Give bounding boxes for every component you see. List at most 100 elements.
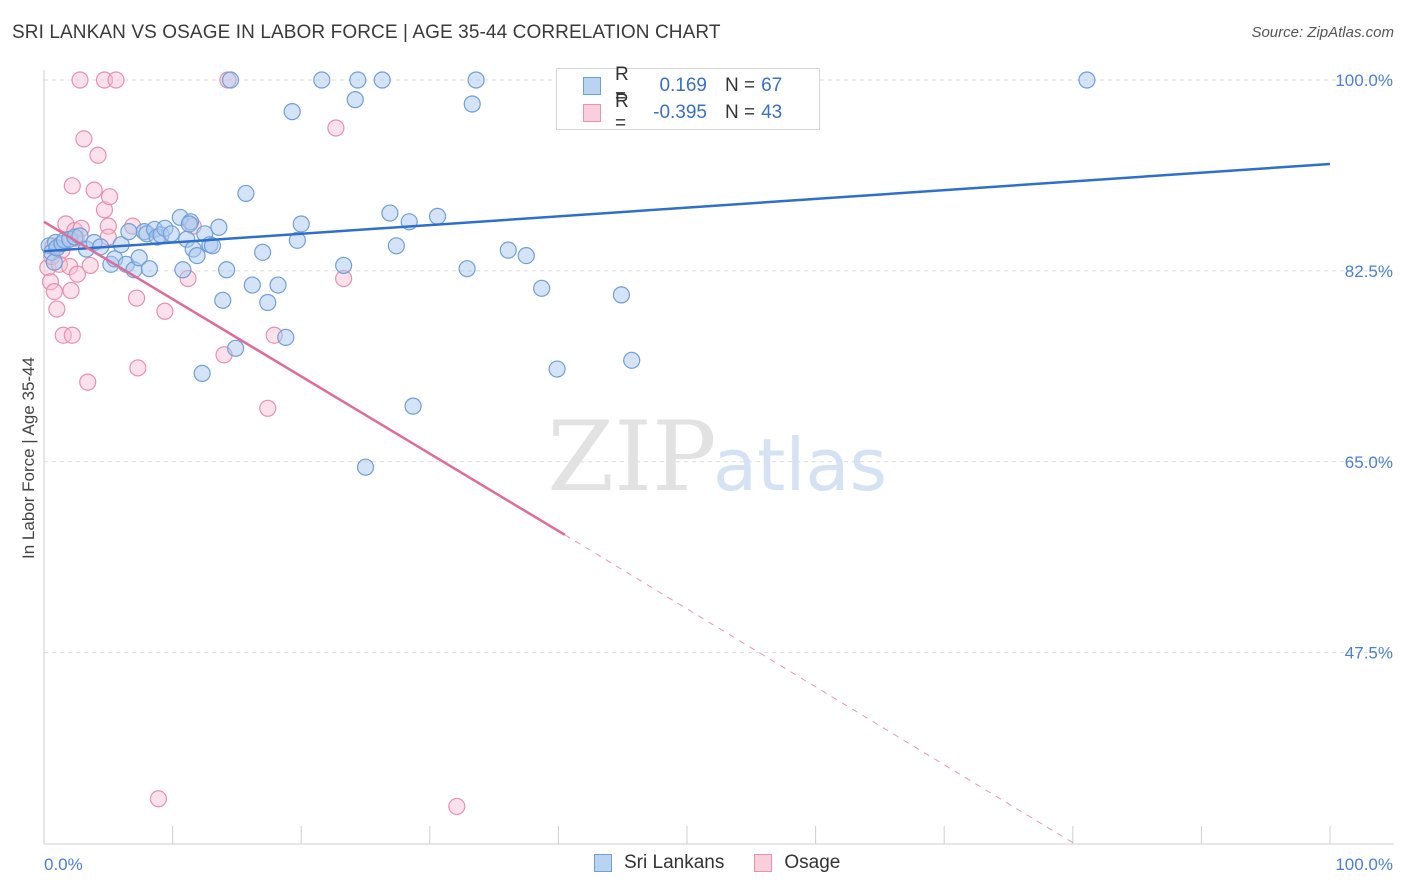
osage-point <box>259 399 277 417</box>
series-legend: Sri Lankans Osage <box>594 852 870 874</box>
osage-point <box>54 326 72 344</box>
axes <box>43 70 1394 845</box>
sri-lankan-point <box>499 241 517 259</box>
sri-lankan-point <box>218 261 236 279</box>
osage-point <box>79 373 97 391</box>
sri-lankan-point <box>237 184 255 203</box>
sri-lankan-point <box>612 286 631 304</box>
sri-lankan-point <box>188 247 206 265</box>
osage-point <box>63 177 81 195</box>
legend-swatch-pink <box>754 854 773 872</box>
sri-lankan-point <box>45 253 63 271</box>
sri-lankan-point <box>463 95 481 113</box>
x-tick-label-min: 0.0% <box>44 855 83 874</box>
sri-lankan-point <box>428 207 447 225</box>
y-tick-label: 82.5% <box>1345 262 1393 281</box>
legend-n-value: 43 <box>761 102 783 123</box>
osage-point <box>75 130 93 148</box>
osage-point <box>127 289 146 307</box>
sri-lankan-point <box>533 279 551 297</box>
osage-point <box>68 265 87 283</box>
osage-point <box>149 790 168 808</box>
osage-point <box>89 146 107 164</box>
sri-lankan-point <box>373 71 391 89</box>
legend-r-label: R = <box>615 91 629 134</box>
sri-lankan-point <box>214 291 232 309</box>
sri-lankan-point <box>349 71 367 89</box>
legend-r-value: 0.169 <box>659 75 707 96</box>
sri-lankan-point <box>313 71 331 89</box>
y-tick-label: 100.0% <box>1335 71 1393 90</box>
sri-lankan-point <box>292 215 310 233</box>
stats-legend: R = 0.169 N = 67 R = -0.395 N = 43 <box>556 64 820 134</box>
x-tick-label-max: 100.0% <box>1335 855 1393 874</box>
y-tick-label: 65.0% <box>1345 453 1393 472</box>
sri-lankan-point <box>210 218 228 236</box>
legend-n-value: 67 <box>761 75 783 96</box>
legend-label-osage: Osage <box>784 852 841 873</box>
osage-point <box>41 273 60 291</box>
sri-lankan-point <box>623 351 641 369</box>
osage-points <box>39 71 466 816</box>
sri-lankan-point <box>335 256 353 275</box>
sri-lankan-point <box>254 243 272 261</box>
legend-r-value: -0.395 <box>653 102 707 123</box>
sri-lankan-point <box>517 247 535 265</box>
osage-point <box>45 282 63 301</box>
legend-n-label: N = <box>725 75 756 96</box>
osage-point <box>95 201 114 219</box>
watermark-zip: ZIP <box>547 401 716 513</box>
sri-lankan-point <box>120 223 138 241</box>
legend-swatch-blue <box>594 854 612 872</box>
osage-point <box>85 181 103 199</box>
trend-lines <box>43 162 1331 844</box>
sri-lankan-point <box>180 215 198 233</box>
legend-n-label: N = <box>725 102 756 123</box>
sri-lankan-point <box>467 71 485 89</box>
source-label: Source: ZipAtlas.com <box>1251 24 1394 41</box>
sri-lankan-point <box>227 339 245 357</box>
osage-point <box>129 359 147 377</box>
y-tick-label: 47.5% <box>1345 644 1393 663</box>
sri-lankan-point <box>243 276 261 294</box>
sri-lankan-point <box>203 237 222 255</box>
sri-lankan-point <box>283 103 301 121</box>
sri-lankan-point <box>288 231 306 249</box>
osage-point <box>448 797 466 816</box>
sri-lankan-point <box>1078 71 1096 89</box>
osage-trend-line-extension <box>564 534 1075 844</box>
chart-title: SRI LANKAN VS OSAGE IN LABOR FORCE | AGE… <box>12 22 721 43</box>
osage-point <box>71 71 89 89</box>
sri-lankan-point <box>381 204 399 222</box>
osage-point <box>156 302 174 320</box>
sri-lankan-point <box>269 276 287 294</box>
legend-item-sri-lankans[interactable]: Sri Lankans <box>594 852 724 874</box>
legend-item-osage[interactable]: Osage <box>754 852 840 874</box>
sri-lankan-point <box>174 261 192 279</box>
sri-lankan-point <box>458 260 476 278</box>
legend-row-sri-lankans: R = 0.169 N = 67 <box>583 64 783 107</box>
osage-point <box>107 71 125 89</box>
sri-lankan-point <box>356 458 375 476</box>
sri-lankan-point <box>259 293 277 312</box>
sri-lankan-point <box>387 237 405 255</box>
sri-lankan-point <box>277 328 295 347</box>
legend-swatch-blue <box>583 77 601 95</box>
watermark: ZIP atlas <box>547 401 887 513</box>
y-axis-title: In Labor Force | Age 35-44 <box>19 357 38 559</box>
legend-r-label: R = <box>615 64 629 107</box>
sri-lankan-point <box>140 260 159 278</box>
watermark-atlas: atlas <box>713 423 887 507</box>
legend-swatch-pink <box>583 104 601 122</box>
sri-lankan-point <box>346 91 364 109</box>
osage-point <box>100 188 119 206</box>
sri-lankan-point <box>221 71 240 89</box>
sri-lankan-trend-line <box>43 162 1331 253</box>
osage-point <box>327 119 345 137</box>
legend-label-sri-lankans: Sri Lankans <box>624 852 725 873</box>
osage-trend-line <box>43 220 566 536</box>
sri-lankan-point <box>548 360 566 378</box>
sri-lankan-point <box>404 397 422 415</box>
osage-point <box>81 256 99 275</box>
